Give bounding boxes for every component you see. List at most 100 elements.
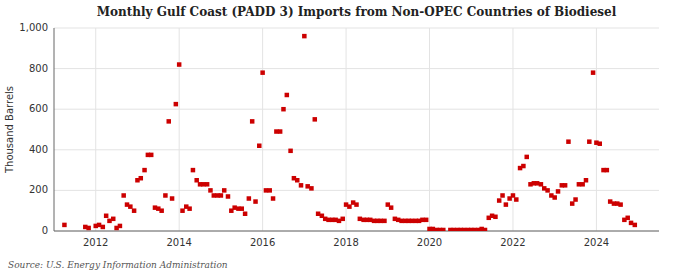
- point: [521, 164, 526, 169]
- tick-labels: 02004006008001,0002012201420162018202020…: [19, 22, 609, 248]
- point: [580, 182, 585, 187]
- point: [191, 168, 196, 173]
- point: [250, 119, 255, 124]
- point: [514, 197, 519, 202]
- point: [566, 139, 571, 144]
- point: [483, 228, 488, 231]
- x-tick-label: 2014: [166, 237, 191, 248]
- point: [163, 193, 168, 198]
- grid-line: [179, 28, 180, 231]
- point: [243, 211, 248, 216]
- point: [170, 196, 175, 201]
- grid-line: [54, 109, 659, 110]
- point: [591, 70, 596, 75]
- grid-line: [54, 149, 659, 150]
- point: [552, 195, 557, 200]
- point: [539, 182, 544, 187]
- point: [302, 34, 307, 39]
- point: [524, 155, 529, 160]
- title: Monthly Gulf Coast (PADD 3) Imports from…: [97, 5, 617, 19]
- point: [247, 196, 252, 201]
- point: [587, 139, 592, 144]
- chart: 02004006008001,0002012201420162018202020…: [0, 0, 675, 275]
- point: [598, 141, 603, 146]
- y-tick-label: 1,000: [19, 22, 48, 33]
- point: [111, 217, 116, 222]
- x-tick-label: 2022: [500, 237, 525, 248]
- point: [511, 193, 516, 198]
- y-axis-label: Thousand Barrels: [4, 86, 15, 174]
- grid-line: [54, 190, 659, 191]
- point: [493, 215, 498, 220]
- point: [354, 202, 359, 207]
- points: [62, 34, 637, 231]
- grid-line: [262, 28, 263, 231]
- point: [504, 202, 509, 207]
- point: [441, 228, 446, 231]
- point: [208, 188, 213, 193]
- grid-line: [429, 28, 430, 231]
- y-tick-label: 800: [29, 63, 48, 74]
- point: [605, 168, 610, 173]
- point: [240, 206, 245, 211]
- point: [313, 117, 318, 122]
- x-tick-label: 2012: [83, 237, 108, 248]
- point: [226, 194, 231, 199]
- grid-line: [54, 28, 659, 29]
- point: [132, 208, 137, 213]
- point: [260, 70, 265, 75]
- point: [278, 129, 283, 134]
- source-note: Source: U.S. Energy Information Administ…: [8, 260, 228, 270]
- y-tick-label: 200: [29, 184, 48, 195]
- point: [497, 198, 502, 203]
- point: [285, 93, 290, 98]
- point: [194, 178, 199, 183]
- grid-line: [95, 28, 96, 231]
- point: [570, 201, 575, 206]
- x-tick-label: 2016: [250, 237, 275, 248]
- point: [299, 183, 304, 188]
- point: [563, 183, 568, 188]
- point: [121, 193, 126, 198]
- point: [573, 197, 578, 202]
- point: [267, 188, 272, 193]
- point: [118, 224, 123, 229]
- point: [174, 102, 179, 107]
- point: [618, 202, 623, 207]
- point: [177, 62, 182, 67]
- y-axis-line: [54, 28, 55, 231]
- grid-line: [54, 231, 659, 232]
- point: [584, 178, 589, 183]
- grid-line: [346, 28, 347, 231]
- x-tick-label: 2024: [584, 237, 609, 248]
- y-tick-label: 400: [29, 144, 48, 155]
- point: [101, 225, 106, 230]
- x-tick-label: 2018: [333, 237, 358, 248]
- point: [104, 214, 109, 219]
- point: [139, 176, 144, 181]
- point: [382, 219, 387, 224]
- point: [633, 223, 638, 228]
- point: [142, 168, 147, 173]
- point: [389, 205, 394, 210]
- y-tick-label: 600: [29, 103, 48, 114]
- point: [219, 193, 224, 198]
- point: [556, 189, 561, 194]
- point: [205, 182, 210, 187]
- point: [424, 218, 429, 223]
- point: [187, 206, 192, 211]
- point: [222, 188, 227, 193]
- grid-line: [54, 68, 659, 69]
- x-tick-label: 2020: [417, 237, 442, 248]
- point: [288, 149, 293, 154]
- point: [159, 208, 164, 213]
- point: [340, 217, 345, 222]
- point: [166, 119, 171, 124]
- point: [309, 186, 314, 191]
- point: [625, 216, 630, 221]
- grid-line: [512, 28, 513, 231]
- point: [257, 143, 262, 148]
- grid: [54, 28, 659, 231]
- point: [281, 107, 286, 112]
- point: [180, 208, 185, 213]
